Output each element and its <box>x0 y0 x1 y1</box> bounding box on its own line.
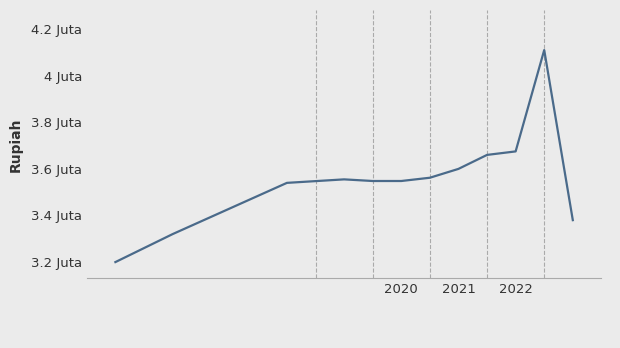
Jawa Timur <box>484 153 491 157</box>
Jawa Timur <box>541 48 548 52</box>
Jawa Timur <box>397 179 405 183</box>
Jawa Timur <box>169 232 176 236</box>
Jawa Timur <box>112 260 119 264</box>
Jawa Timur <box>512 149 520 153</box>
Jawa Timur <box>283 181 291 185</box>
Line: Jawa Timur: Jawa Timur <box>115 50 573 262</box>
Jawa Timur <box>226 206 234 211</box>
Jawa Timur <box>369 179 376 183</box>
Y-axis label: Rupiah: Rupiah <box>9 117 22 172</box>
Jawa Timur <box>426 176 433 180</box>
Jawa Timur <box>454 167 462 171</box>
Jawa Timur <box>340 177 348 181</box>
Jawa Timur <box>569 218 577 222</box>
